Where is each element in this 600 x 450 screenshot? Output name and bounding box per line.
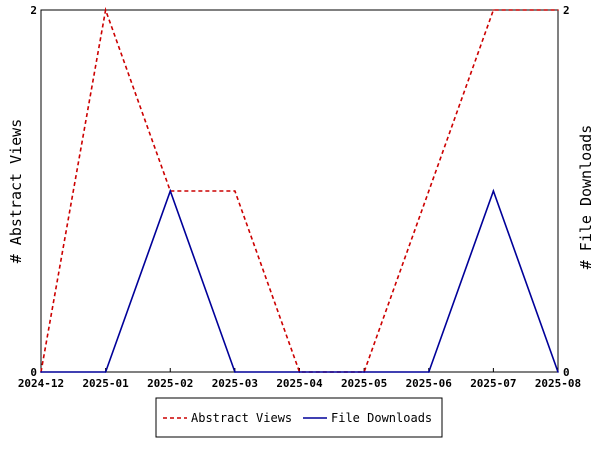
data-point-s0-1 (104, 9, 107, 11)
y-axis-left: 2 0 (30, 4, 37, 379)
legend-label-file-downloads: File Downloads (331, 411, 432, 425)
x-tick-label-2: 2025-02 (147, 377, 193, 390)
legend: Abstract Views File Downloads (155, 397, 443, 438)
y-axis-right: 2 0 (563, 4, 570, 379)
x-tick-label-6: 2025-06 (406, 377, 453, 390)
legend-box (155, 397, 443, 438)
x-axis-tick-labels: 2024-12 2025-01 2025-02 2025-03 2025-04 2025-… (18, 377, 581, 390)
y-left-tick-label-bottom: 0 (30, 366, 37, 379)
x-tick-label-7: 2025-07 (470, 377, 516, 390)
data-point-s1-2 (169, 190, 172, 192)
data-point-s1-6 (427, 371, 430, 373)
x-tick-label-4: 2025-04 (276, 377, 323, 390)
data-point-s1-1 (104, 371, 107, 373)
data-point-s1-5 (363, 371, 365, 373)
data-point-s1-3 (234, 371, 236, 373)
y-axis-left-title: # Abstract Views (7, 119, 25, 264)
x-tick-label-5: 2025-05 (341, 377, 387, 390)
x-tick-label-3: 2025-03 (212, 377, 258, 390)
x-tick-label-1: 2025-01 (82, 377, 129, 390)
data-point-s0-8 (557, 9, 559, 11)
data-point-s0-7 (492, 9, 495, 11)
data-point-s1-0 (40, 371, 42, 373)
y-right-tick-label-bottom: 0 (563, 366, 570, 379)
legend-label-abstract-views: Abstract Views (191, 411, 292, 425)
data-point-s1-4 (298, 371, 301, 373)
y-axis-right-title: # File Downloads (577, 125, 595, 270)
data-point-s0-3 (234, 190, 236, 192)
x-tick-label-8: 2025-08 (535, 377, 581, 390)
x-tick-label-0: 2024-12 (18, 377, 64, 390)
data-point-s1-8 (557, 371, 559, 373)
plot-area (40, 9, 559, 373)
y-left-tick-label-top: 2 (30, 4, 37, 17)
data-point-s0-6 (427, 190, 430, 192)
series-layer (40, 6, 559, 373)
y-right-tick-label-top: 2 (563, 4, 570, 17)
data-point-s1-7 (492, 190, 495, 192)
